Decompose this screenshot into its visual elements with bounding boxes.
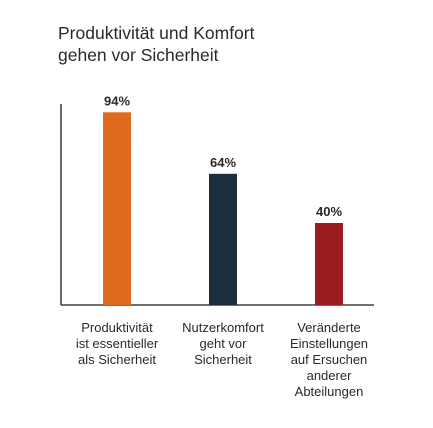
chart-title-line-2: gehen vor Sicherheit bbox=[58, 45, 219, 65]
data-label-2: 64% bbox=[210, 155, 236, 170]
category-label-1-line-2: ist essentieller bbox=[76, 336, 159, 351]
bar-2 bbox=[209, 173, 237, 305]
bar-1 bbox=[103, 112, 131, 305]
bar-3 bbox=[315, 223, 343, 305]
category-label-3-line-4: anderer bbox=[307, 368, 352, 383]
data-label-1: 94% bbox=[104, 93, 130, 108]
category-label-1-line-1: Produktivität bbox=[81, 320, 153, 335]
category-label-3-line-5: Abteilungen bbox=[295, 384, 364, 399]
category-label-2: Nutzerkomfort geht vor Sicherheit bbox=[182, 320, 264, 367]
category-label-3: Veränderte Einstellungen auf Ersuchen ander… bbox=[290, 320, 368, 399]
category-label-3-line-3: auf Ersuchen bbox=[291, 352, 368, 367]
chart-title: Produktivität und Komfort gehen vor Sich… bbox=[58, 22, 358, 66]
chart-title-line-1: Produktivität und Komfort bbox=[58, 23, 255, 43]
category-label-1-line-3: als Sicherheit bbox=[78, 352, 156, 367]
category-label-3-line-1: Veränderte bbox=[297, 320, 361, 335]
category-label-2-line-2: geht vor bbox=[200, 336, 248, 351]
category-label-2-line-3: Sicherheit bbox=[194, 352, 252, 367]
category-label-3-line-2: Einstellungen bbox=[290, 336, 368, 351]
data-label-3: 40% bbox=[316, 204, 342, 219]
category-label-2-line-1: Nutzerkomfort bbox=[182, 320, 264, 335]
category-label-1: Produktivität ist essentieller als Sicherh… bbox=[76, 320, 159, 367]
